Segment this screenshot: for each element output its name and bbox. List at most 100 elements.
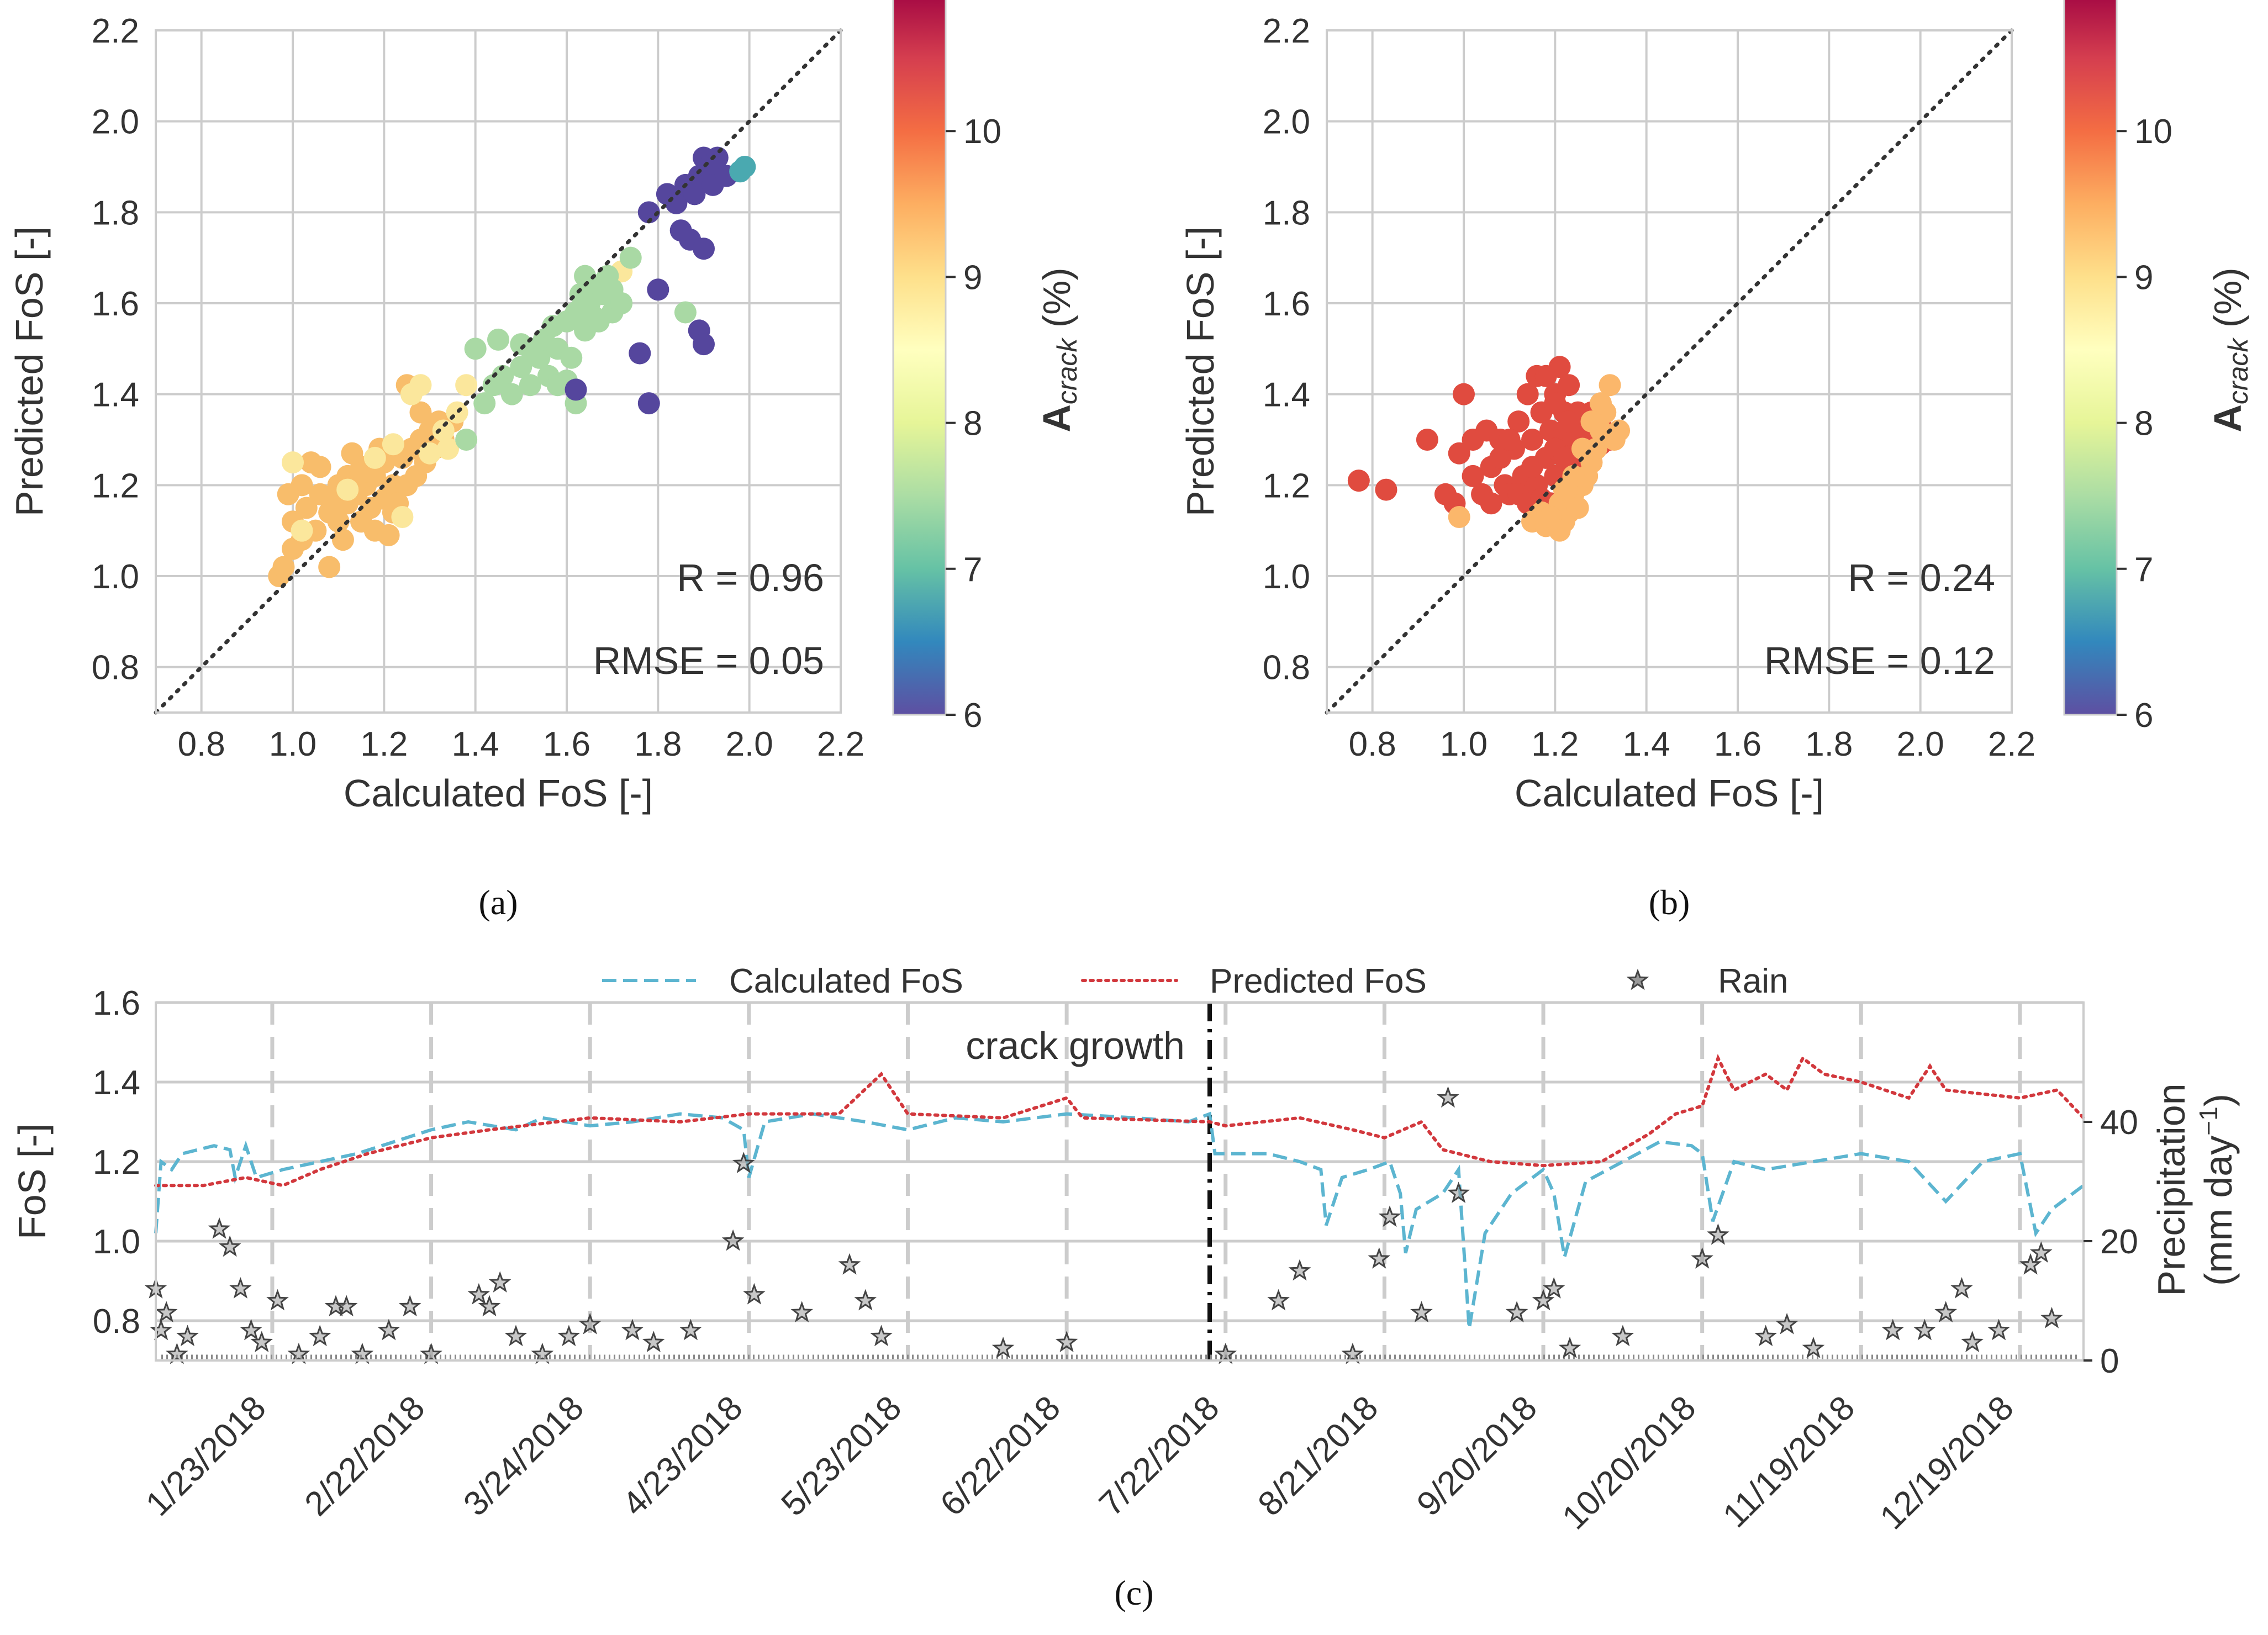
scatter-point — [693, 333, 715, 356]
rain-marker — [1368, 1247, 1391, 1269]
scatter-point — [419, 442, 441, 465]
scatter-point — [1453, 383, 1475, 405]
rain-marker — [1775, 1312, 1798, 1335]
scatter-point — [519, 337, 541, 360]
legend-label: Calculated FoS — [729, 962, 963, 1000]
x-tick-label: 1.2 — [360, 725, 408, 763]
panel-c-left-axis-label: FoS [-] — [10, 1124, 54, 1240]
y-tick-label: 1.6 — [93, 984, 140, 1022]
x-tick-label: 1.8 — [1805, 725, 1853, 763]
y-tick-label: 1.8 — [92, 194, 139, 232]
rain-marker — [557, 1325, 581, 1347]
rain-marker — [208, 1217, 231, 1239]
scatter-point — [318, 556, 341, 578]
scatter-point — [1599, 374, 1621, 397]
colorbar-tick-label: 8 — [2134, 405, 2153, 443]
rain-marker — [1437, 1086, 1459, 1108]
y-tick-label: 1.8 — [1263, 194, 1310, 232]
panel-a-frame — [155, 29, 842, 714]
y-tick-label: 1.4 — [92, 376, 139, 414]
rain-marker — [721, 1229, 745, 1251]
x-tick-label: 1/23/2018 — [139, 1389, 273, 1523]
rain-marker — [1055, 1331, 1078, 1352]
scatter-point — [437, 437, 460, 460]
rain-marker — [266, 1289, 289, 1311]
y-tick-label: 1.4 — [1263, 376, 1310, 414]
panel-b-reference-line — [1325, 28, 2014, 715]
x-tick-label: 12/19/2018 — [1873, 1389, 2021, 1537]
rain-marker — [1542, 1277, 1565, 1299]
scatter-point — [1558, 410, 1580, 433]
rain-marker — [478, 1295, 501, 1317]
legend-rain-swatch — [1626, 968, 1649, 990]
rain-marker — [743, 1283, 766, 1305]
x-tick-label: 1.4 — [452, 725, 499, 763]
rain-marker — [1378, 1205, 1401, 1227]
y-tick-label: 0.8 — [1263, 649, 1310, 687]
scatter-point — [500, 383, 523, 405]
x-tick-label: 3/24/2018 — [456, 1389, 591, 1523]
scatter-point — [1553, 446, 1575, 469]
x-tick-label: 6/22/2018 — [933, 1389, 1068, 1523]
panel-b-x-axis-label: Calculated FoS [-] — [1515, 772, 1824, 815]
y-tick-label: 2.0 — [92, 103, 139, 141]
scatter-point — [487, 328, 509, 351]
rain-marker — [642, 1331, 665, 1352]
y2-tick-label: 0 — [2100, 1342, 2119, 1380]
scatter-point — [1498, 429, 1521, 451]
rain-marker — [1987, 1318, 2010, 1341]
scatter-point — [464, 337, 487, 360]
panel-a-colorbar: 6 7 8 9 10 11 — [892, 0, 1001, 735]
panel-a-points — [268, 146, 756, 587]
panel-a-reference-line — [154, 28, 843, 715]
panel-b-colorbar-label: Acrack (%) — [2206, 267, 2254, 432]
scatter-point — [693, 238, 715, 260]
scatter-point — [565, 378, 587, 401]
x-tick-label: 1.6 — [543, 725, 590, 763]
legend-label: Predicted FoS — [1210, 962, 1427, 1000]
rain-marker — [1961, 1331, 1984, 1352]
scatter-point — [1566, 497, 1589, 519]
scatter-point — [455, 429, 478, 451]
scatter-point — [323, 492, 345, 515]
y-tick-label: 2.2 — [92, 12, 139, 50]
scatter-point — [331, 529, 354, 551]
scatter-point — [1448, 442, 1470, 465]
panel-b-colorbar: 6 7 8 9 10 11 — [2063, 0, 2172, 735]
x-tick-label: 8/21/2018 — [1251, 1389, 1385, 1523]
colorbar-tick-label: 11 — [2134, 0, 2170, 5]
panel-c-caption: (c) — [1114, 1573, 1153, 1612]
y2-tick-label: 20 — [2100, 1223, 2138, 1261]
scatter-point — [1580, 410, 1603, 433]
scatter-point — [619, 246, 642, 269]
rain-marker — [1754, 1325, 1778, 1347]
x-tick-label: 11/19/2018 — [1716, 1389, 1862, 1535]
panel-a-tick-labels: 0.8 1.0 1.2 1.4 1.6 1.8 2.0 2.2 0.8 1.0 1.2 1.4 1.6 1… — [92, 12, 864, 763]
panel-b-points — [1347, 356, 1631, 542]
rain-marker — [1214, 1342, 1237, 1364]
scatter-point — [1347, 470, 1370, 492]
panel-c-legend: Calculated FoS Predicted FoS Rain — [602, 962, 1789, 1000]
rain-marker — [531, 1342, 554, 1364]
panel-b-r-value: R = 0.24 — [1848, 556, 1995, 599]
scatter-point — [1489, 446, 1512, 469]
scatter-point — [377, 524, 400, 546]
colorbar-tick-label: 7 — [963, 551, 982, 589]
scatter-point — [291, 519, 313, 542]
rain-marker — [1934, 1301, 1958, 1322]
panel-c-timeseries: 0.8 1.0 1.2 1.4 1.6 0 20 40 1/23/2018 2/22/2018 3/… — [10, 962, 2240, 1612]
y-tick-label: 2.0 — [1263, 103, 1310, 141]
rain-marker — [2019, 1253, 2042, 1275]
x-tick-label: 1.6 — [1714, 725, 1761, 763]
panel-b-caption: (b) — [1649, 883, 1690, 922]
scatter-point — [295, 497, 318, 519]
scatter-point — [1548, 356, 1571, 378]
scatter-point — [341, 442, 363, 465]
rain-marker — [1691, 1247, 1713, 1269]
scatter-point — [1544, 392, 1566, 415]
scatter-point — [1521, 429, 1543, 451]
rain-marker — [1913, 1318, 1936, 1341]
scatter-point — [1571, 437, 1594, 460]
rain-marker — [1881, 1318, 1905, 1341]
